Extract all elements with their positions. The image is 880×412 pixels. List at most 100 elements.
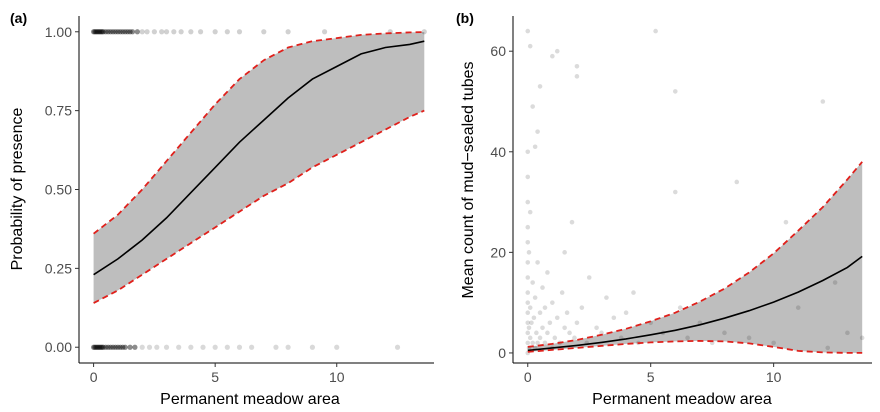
panel-a-absence-point-35 bbox=[394, 344, 401, 350]
panel-b-data-point-86 bbox=[550, 53, 555, 59]
panel-b-data-point-20 bbox=[527, 209, 533, 215]
panel-a-fit-line bbox=[93, 40, 425, 276]
panel-a-presence-point-32 bbox=[224, 29, 230, 35]
panel-a-absence-point-34 bbox=[334, 344, 340, 350]
panel-a-presence-point-17 bbox=[122, 29, 128, 35]
panel-b-data-point-21 bbox=[529, 320, 534, 326]
panel-a-presence-point-1 bbox=[92, 29, 98, 35]
panel-b-data-point-62 bbox=[631, 290, 636, 295]
panel-b-data-point-50 bbox=[572, 335, 577, 341]
panel-b-data-point-87 bbox=[554, 48, 560, 54]
panel-a-presence-point-38 bbox=[421, 29, 427, 35]
panel-a-presence-point-22 bbox=[139, 29, 145, 35]
panel-b-data-point-52 bbox=[574, 74, 580, 79]
panel-b-x-tick-label-1: 5 bbox=[647, 369, 655, 385]
panel-b-data-point-5 bbox=[525, 300, 531, 305]
panel-a-absence-point-26 bbox=[200, 344, 206, 350]
panel-a-presence-point-19 bbox=[127, 29, 133, 35]
panel-a-absence-point-21 bbox=[146, 344, 153, 350]
panel-a-y-axis-title: Probability of presence bbox=[9, 108, 26, 271]
panel-a-absence-point-3 bbox=[94, 344, 100, 350]
panel-b-data-point-3 bbox=[525, 320, 531, 326]
panel-b-data-point-47 bbox=[564, 310, 570, 316]
panel-a-plot-area bbox=[78, 16, 434, 364]
panel-b-data-point-59 bbox=[611, 315, 617, 321]
panel-b-data-point-29 bbox=[535, 260, 540, 265]
panel-a-absence-point-1 bbox=[92, 344, 98, 350]
panel-a-absence-point-6 bbox=[98, 344, 104, 350]
panel-a-absence-point-4 bbox=[95, 344, 102, 350]
panel-b-data-point-75 bbox=[746, 335, 752, 341]
panel-b-data-point-69 bbox=[677, 305, 683, 310]
panel-b-data-point-40 bbox=[550, 300, 555, 305]
panel-a-y-tick-label-2: 0.50 bbox=[45, 182, 72, 198]
panel-b-data-point-56 bbox=[594, 325, 599, 331]
panel-b-data-point-61 bbox=[623, 310, 629, 316]
panel-b-x-axis-title: Permanent meadow area bbox=[592, 391, 772, 408]
panel-a-absence-point-10 bbox=[105, 344, 111, 350]
panel-a-absence-point-17 bbox=[122, 344, 128, 350]
panel-b-data-point-22 bbox=[530, 340, 535, 346]
panel-b-y-axis-title: Mean count of mud−sealed tubes bbox=[460, 61, 477, 298]
panel-a-absence-point-14 bbox=[115, 344, 121, 350]
panel-b-data-point-23 bbox=[530, 280, 535, 285]
panel-b-data-point-58 bbox=[604, 295, 609, 300]
panel-a-absence-point-5 bbox=[97, 344, 103, 350]
panel-b-data-point-65 bbox=[653, 28, 658, 34]
panel-a-presence-point-35 bbox=[285, 29, 291, 35]
panel-b-data-point-78 bbox=[795, 305, 801, 310]
panel-a-presence-point-34 bbox=[261, 29, 267, 35]
panel-b-data-point-49 bbox=[569, 219, 575, 225]
panel-a-presence-point-11 bbox=[108, 29, 114, 35]
panel-b-data-point-70 bbox=[685, 335, 690, 341]
panel-b-data-point-85 bbox=[535, 129, 540, 134]
panel-a-presence-point-7 bbox=[99, 29, 105, 35]
panel-b-data-point-67 bbox=[672, 189, 678, 195]
panel-a-presence-point-23 bbox=[144, 29, 150, 35]
panel-a-absence-point-28 bbox=[224, 344, 230, 350]
panel-a-absence-point-7 bbox=[99, 344, 105, 350]
panel-a-absence-point-20 bbox=[139, 344, 145, 350]
panel-a-ci-band bbox=[93, 32, 425, 304]
panel-b-plot-area bbox=[512, 16, 872, 364]
panel-b-lower-ci-line bbox=[527, 339, 863, 354]
panel-b-data-point-33 bbox=[540, 285, 545, 290]
panel-b-data-point-80 bbox=[825, 345, 831, 351]
panel-b-data-point-45 bbox=[562, 325, 567, 331]
panel-a-presence-point-24 bbox=[151, 29, 157, 35]
panel-a-presence-point-5 bbox=[97, 29, 103, 35]
panel-a-presence-point-13 bbox=[112, 29, 119, 35]
panel-a-presence-point-14 bbox=[115, 29, 121, 35]
panel-b-data-point-26 bbox=[532, 295, 538, 300]
panel-b-data-point-1 bbox=[525, 340, 531, 346]
panel-b-data-point-17 bbox=[526, 250, 532, 255]
panel-a-absence-point-11 bbox=[108, 344, 114, 350]
panel-a-absence-point-0 bbox=[90, 344, 97, 350]
panel-b-data-point-82 bbox=[845, 330, 850, 336]
panel-b-data-point-35 bbox=[542, 305, 548, 310]
panel-b-x-tick-label-0: 0 bbox=[524, 369, 532, 385]
panel-a-presence-point-10 bbox=[105, 29, 111, 35]
panel-b-y-tick-label-1: 20 bbox=[490, 244, 506, 260]
panel-a-absence-point-24 bbox=[176, 344, 182, 350]
panel-a-y-tick-label-3: 0.75 bbox=[45, 103, 72, 119]
panel-a-absence-point-18 bbox=[127, 344, 133, 350]
panel-a-presence-point-9 bbox=[103, 29, 109, 35]
panel-b-data-point-19 bbox=[527, 305, 533, 310]
panel-b-data-point-51 bbox=[574, 320, 580, 326]
panel-b-data-point-44 bbox=[559, 290, 565, 295]
panel-b-data-point-13 bbox=[525, 149, 531, 155]
panel-b-data-point-81 bbox=[832, 280, 838, 285]
panel-b-data-point-36 bbox=[545, 330, 550, 336]
panel-b-data-point-16 bbox=[526, 325, 532, 331]
panel-b-data-point-84 bbox=[532, 144, 538, 150]
panel-a-absence-point-16 bbox=[120, 344, 126, 350]
panel-b-data-point-9 bbox=[525, 240, 531, 245]
panel-b-y-tick-label-0: 0 bbox=[498, 345, 506, 361]
panel-a-x-tick-label-2: 10 bbox=[329, 369, 345, 385]
panel-a-absence-point-15 bbox=[117, 344, 123, 350]
panel-b-data-point-38 bbox=[547, 320, 553, 326]
panel-b-data-point-37 bbox=[545, 270, 550, 275]
panel-a-label: (a) bbox=[10, 10, 27, 26]
